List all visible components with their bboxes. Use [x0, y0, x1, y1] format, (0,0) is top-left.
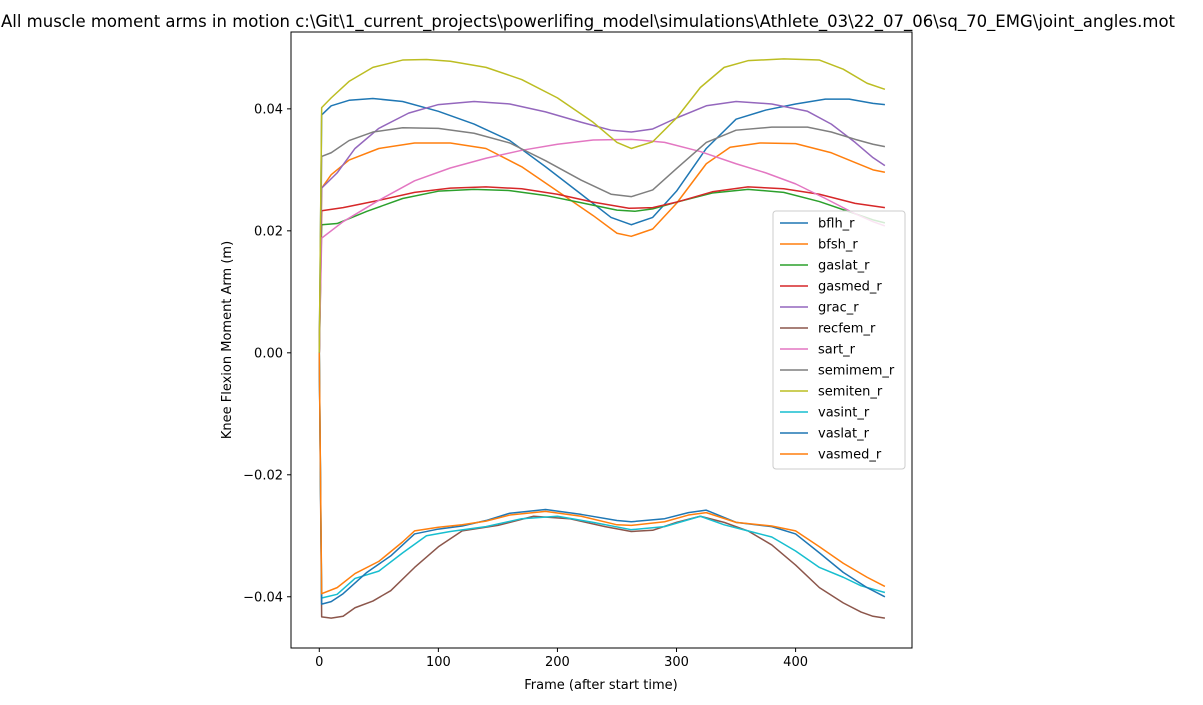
x-axis: 0 100 200 300 400	[315, 648, 808, 670]
y-tick-label: 0.00	[254, 346, 283, 361]
y-axis: −0.04 −0.02 0.00 0.02 0.04	[243, 102, 291, 605]
series-line-bfsh_r	[318, 142, 886, 353]
legend-label-gaslat_r: gaslat_r	[818, 259, 870, 274]
series-line-recfem_r	[318, 352, 886, 619]
legend-label-recfem_r: recfem_r	[818, 322, 876, 337]
x-tick-label: 100	[426, 655, 451, 670]
legend: bflh_r bfsh_r gaslat_r gasmed_r grac_rrecfem…	[772, 210, 906, 470]
series-layer	[318, 58, 886, 619]
y-tick-label: −0.04	[243, 590, 283, 605]
legend-label-gasmed_r: gasmed_r	[818, 280, 882, 295]
legend-label-grac_r: grac_r	[818, 301, 859, 316]
series-line-gaslat_r	[318, 188, 886, 353]
x-tick-label: 400	[783, 655, 808, 670]
plot-frame-border	[290, 31, 913, 649]
legend-label-bflh_r: bflh_r	[818, 217, 855, 232]
legend-box	[772, 210, 906, 470]
legend-label-semiten_r: semiten_r	[818, 385, 883, 400]
series-line-vaslat_r	[318, 352, 886, 605]
series-line-vasint_r	[318, 352, 886, 599]
chart-title: All muscle moment arms in motion c:\Git\…	[1, 12, 1176, 32]
series-line-semiten_r	[318, 58, 886, 353]
y-tick-label: −0.02	[243, 468, 283, 483]
x-tick-label: 300	[664, 655, 689, 670]
y-tick-label: 0.02	[254, 224, 283, 239]
series-line-sart_r	[318, 138, 886, 353]
x-tick-label: 200	[545, 655, 570, 670]
series-line-vasmed_r	[318, 352, 886, 595]
legend-label-bfsh_r: bfsh_r	[818, 238, 858, 253]
y-tick-label: 0.04	[254, 102, 283, 117]
legend-label-vaslat_r: vaslat_r	[818, 427, 870, 442]
legend-label-sart_r: sart_r	[818, 343, 856, 358]
series-line-bflh_r	[318, 97, 885, 353]
x-axis-label: Frame (after start time)	[524, 678, 677, 693]
legend-label-vasint_r: vasint_r	[818, 406, 870, 421]
series-line-grac_r	[318, 100, 886, 353]
legend-label-vasmed_r: vasmed_r	[818, 448, 882, 463]
series-line-semimem_r	[318, 126, 886, 353]
x-tick-label: 0	[315, 655, 323, 670]
legend-label-semimem_r: semimem_r	[818, 364, 895, 379]
y-axis-label: Knee Flexion Moment Arm (m)	[220, 241, 235, 439]
